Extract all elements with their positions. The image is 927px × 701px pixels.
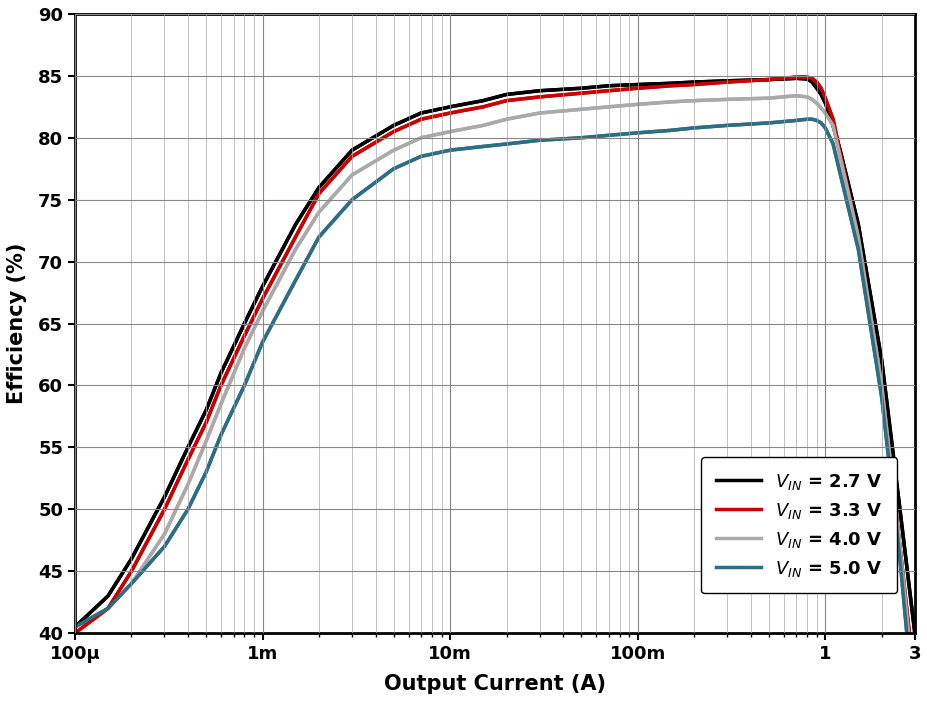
X-axis label: Output Current (A): Output Current (A) [384,674,605,694]
Legend: $V_{IN}$ = 2.7 V, $V_{IN}$ = 3.3 V, $V_{IN}$ = 4.0 V, $V_{IN}$ = 5.0 V: $V_{IN}$ = 2.7 V, $V_{IN}$ = 3.3 V, $V_{… [701,457,896,593]
Y-axis label: Efficiency (%): Efficiency (%) [6,243,27,404]
